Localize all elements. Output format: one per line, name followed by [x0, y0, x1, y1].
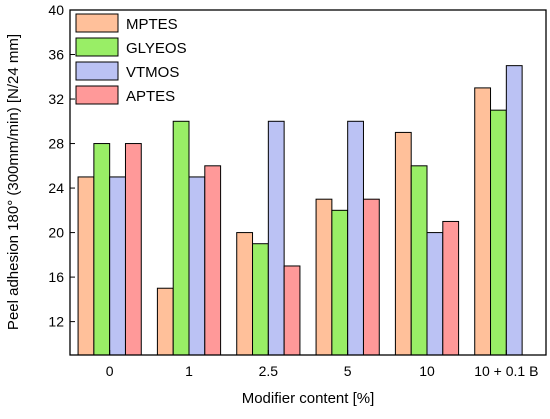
y-tick-label: 24 — [48, 180, 64, 196]
legend-swatch-vtmos — [75, 61, 119, 81]
legend-swatch-mptes — [75, 13, 119, 33]
bar-mptes-0 — [77, 176, 95, 356]
x-tick-label: 1 — [185, 363, 193, 379]
bars-layer — [77, 65, 523, 356]
bar-vtmos-5 — [505, 65, 523, 356]
plot-frame — [69, 9, 547, 356]
x-tick-label: 0 — [106, 363, 114, 379]
legend-label-aptes: APTES — [126, 88, 175, 105]
legend-label-glyeos: GLYEOS — [126, 40, 187, 57]
x-tick-label: 5 — [344, 363, 352, 379]
bar-aptes-3 — [362, 198, 380, 356]
y-tick-label: 32 — [48, 91, 64, 107]
bar-aptes-2 — [283, 265, 301, 356]
bar-mptes-3 — [315, 198, 333, 356]
bar-aptes-4 — [442, 220, 460, 356]
bar-glyeos-1 — [172, 120, 190, 356]
bar-vtmos-4 — [426, 232, 444, 356]
bar-glyeos-3 — [331, 209, 349, 356]
bar-aptes-0 — [124, 143, 142, 356]
x-tick-label: 10 + 0.1 B — [474, 363, 538, 379]
bar-mptes-5 — [474, 87, 492, 356]
axis-layer: 12 16 20 24 28 32 36 40 0 1 2.5 5 10 10 + 0.1 B — [48, 2, 538, 379]
legend-swatch-aptes — [75, 85, 119, 105]
x-tick-label: 2.5 — [259, 363, 279, 379]
x-tick-label: 10 — [419, 363, 435, 379]
bar-vtmos-0 — [109, 176, 126, 356]
bar-mptes-4 — [394, 131, 412, 356]
y-tick-label: 16 — [48, 269, 64, 285]
bar-vtmos-1 — [188, 176, 206, 356]
bar-glyeos-4 — [410, 165, 428, 356]
bar-vtmos-3 — [347, 120, 364, 356]
bar-glyeos-5 — [490, 109, 507, 356]
x-axis-title: Modifier content [%] — [242, 390, 375, 407]
bar-glyeos-2 — [252, 243, 269, 356]
bar-glyeos-0 — [93, 143, 111, 356]
y-axis-title: Peel adhesion 180° (300mm/min) [N/24 mm] — [5, 34, 22, 330]
y-tick-label: 36 — [48, 47, 64, 63]
legend: MPTES GLYEOS VTMOS APTES — [75, 13, 187, 105]
legend-label-vtmos: VTMOS — [126, 64, 179, 81]
bar-mptes-1 — [156, 287, 174, 356]
bar-vtmos-2 — [267, 120, 285, 356]
y-tick-label: 12 — [48, 314, 64, 330]
bar-mptes-2 — [236, 232, 254, 356]
legend-swatch-glyeos — [75, 37, 119, 57]
y-tick-label: 28 — [48, 136, 64, 152]
y-tick-label: 20 — [48, 225, 64, 241]
bar-aptes-1 — [204, 165, 222, 356]
y-tick-label: 40 — [48, 2, 64, 18]
legend-label-mptes: MPTES — [126, 16, 178, 33]
